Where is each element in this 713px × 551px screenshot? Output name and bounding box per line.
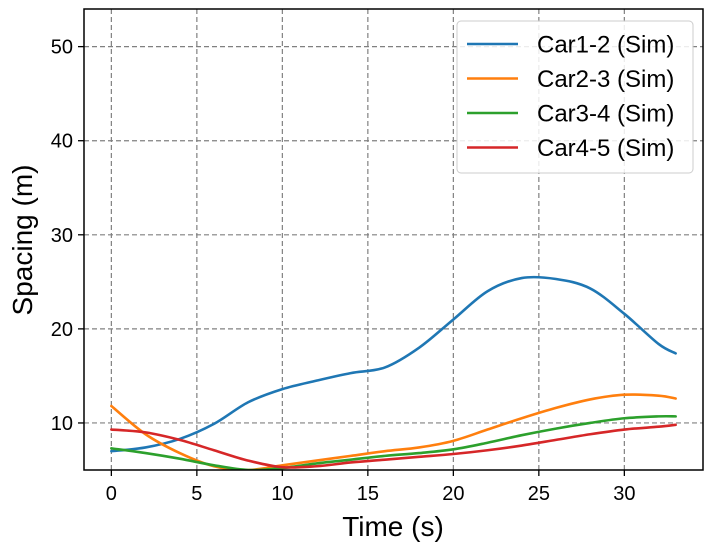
series-line-1 (110, 275, 677, 453)
legend-box (456, 20, 694, 174)
legend-label-3: Car3-4 (Sim) (537, 101, 674, 128)
series-lines (110, 275, 677, 470)
x-tick-label: 20 (442, 483, 464, 505)
y-axis-title: Spacing (m) (7, 165, 38, 316)
y-tick-label: 40 (51, 131, 73, 153)
legend-label-2: Car2-3 (Sim) (537, 66, 674, 93)
y-tick-label: 10 (51, 413, 73, 435)
x-tick-label: 0 (106, 483, 117, 505)
y-tick-label: 50 (51, 37, 73, 59)
y-tick-label: 30 (51, 225, 73, 247)
y-tick-label: 20 (51, 319, 73, 341)
x-axis-ticks: 0 5 10 15 20 25 30 (106, 470, 635, 505)
x-tick-label: 10 (271, 483, 293, 505)
x-axis-title: Time (s) (342, 511, 444, 542)
y-axis-ticks: 10 20 30 40 50 (51, 37, 84, 435)
legend-label-4: Car4-5 (Sim) (537, 135, 674, 162)
x-tick-label: 25 (528, 483, 550, 505)
plot-frame (83, 8, 704, 471)
legend-label-1: Car1-2 (Sim) (537, 32, 674, 59)
legend: Car1-2 (Sim) Car2-3 (Sim) Car3-4 (Sim) Car4… (456, 20, 694, 174)
x-tick-label: 5 (191, 483, 202, 505)
series-line-3 (110, 414, 677, 470)
series-line-4 (110, 423, 677, 469)
x-tick-label: 15 (357, 483, 379, 505)
x-tick-label: 30 (613, 483, 635, 505)
